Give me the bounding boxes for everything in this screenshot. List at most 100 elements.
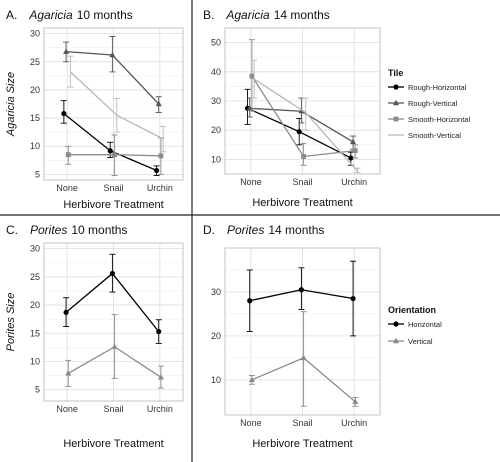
- data-point: [158, 153, 164, 159]
- data-point: [249, 73, 255, 79]
- data-point: [248, 376, 255, 383]
- legend-marker: [393, 99, 399, 106]
- data-point: [155, 100, 162, 107]
- legend: Orientation Horizontal Vertical: [388, 305, 442, 346]
- data-point: [350, 138, 357, 145]
- x-axis-title: Herbivore Treatment: [63, 438, 163, 450]
- y-tick-label: 50: [211, 38, 221, 48]
- data-point: [109, 51, 116, 58]
- x-tick-label: Urchin: [147, 404, 173, 414]
- y-tick-label: 20: [211, 125, 221, 135]
- panel-c: C. Porites 10 months 5 10 15 20 25 30 None Snail Ur…: [5, 223, 184, 450]
- panel-title-time: 10 months: [71, 223, 127, 237]
- data-point: [65, 152, 71, 158]
- data-point: [109, 270, 115, 277]
- data-point: [246, 105, 253, 111]
- data-point: [153, 167, 160, 174]
- panel-letter: D.: [203, 223, 215, 237]
- legend-label: Horizontal: [408, 320, 442, 329]
- panel-title: C. Porites 10 months: [6, 223, 127, 237]
- data-point: [107, 148, 113, 154]
- x-tick-label: Urchin: [341, 418, 367, 428]
- legend-label: Vertical: [408, 337, 433, 346]
- x-tick-label: Urchin: [341, 177, 367, 187]
- legend-label: Smooth-Vertical: [408, 131, 461, 140]
- data-point: [300, 354, 307, 361]
- panel-title-genus: Agaricia: [28, 8, 73, 22]
- x-tick-label: Snail: [103, 404, 123, 414]
- plot-frame: [224, 27, 381, 175]
- x-tick-label: None: [56, 404, 78, 414]
- data-point: [112, 152, 117, 158]
- legend-marker: [393, 321, 399, 327]
- panel-title-genus: Porites: [227, 223, 264, 237]
- x-axis-title: Herbivore Treatment: [63, 199, 163, 211]
- data-point: [352, 398, 359, 405]
- x-tick-label: Snail: [292, 177, 312, 187]
- data-point: [348, 155, 354, 161]
- data-point: [111, 343, 118, 350]
- legend-label: Smooth-Horizontal: [408, 115, 470, 124]
- data-point: [298, 108, 305, 114]
- legend-marker: [393, 337, 399, 344]
- panel-title-time: 14 months: [274, 8, 330, 22]
- y-tick-label: 30: [211, 287, 221, 297]
- y-tick-label: 5: [35, 385, 40, 395]
- y-tick-label: 30: [211, 96, 221, 106]
- y-tick-label: 30: [30, 29, 40, 39]
- data-point: [63, 309, 69, 316]
- data-point: [296, 129, 302, 135]
- data-point: [61, 110, 67, 117]
- y-tick-label: 15: [30, 328, 40, 338]
- x-tick-label: Snail: [292, 418, 312, 428]
- x-tick-label: None: [240, 418, 262, 428]
- y-tick-label: 10: [211, 154, 221, 164]
- panel-a: A. Agaricia 10 months 5 10 15 20 25 30 None Snail U…: [5, 8, 184, 211]
- y-tick-label: 20: [211, 331, 221, 341]
- y-tick-label: 15: [30, 113, 40, 123]
- data-point: [63, 48, 70, 54]
- data-point: [298, 287, 304, 293]
- panel-d: D. Porites 14 months 10 20 30 None Snail Urchin H…: [203, 223, 442, 450]
- data-point: [156, 328, 162, 335]
- x-tick-label: Snail: [103, 183, 123, 193]
- legend-label: Rough-Horizontal: [408, 83, 467, 92]
- y-tick-label: 10: [211, 375, 221, 385]
- panel-letter: C.: [6, 223, 18, 237]
- panel-letter: A.: [6, 8, 17, 22]
- panel-title: D. Porites 14 months: [203, 223, 324, 237]
- x-tick-label: None: [240, 177, 262, 187]
- data-point: [301, 154, 306, 159]
- y-tick-label: 30: [30, 244, 40, 254]
- y-tick-label: 5: [35, 169, 40, 179]
- plot-frame: [43, 27, 184, 181]
- x-axis-title: Herbivore Treatment: [252, 438, 352, 450]
- data-point: [352, 148, 358, 154]
- y-tick-label: 40: [211, 67, 221, 77]
- panel-title-genus: Agaricia: [225, 8, 270, 22]
- legend-marker: [393, 84, 399, 90]
- data-point: [350, 295, 356, 302]
- y-axis-title: Porites Size: [5, 293, 17, 352]
- panel-letter: B.: [203, 8, 214, 22]
- y-tick-label: 10: [30, 141, 40, 151]
- x-axis-title: Herbivore Treatment: [252, 197, 352, 209]
- x-tick-label: None: [56, 183, 78, 193]
- legend-label: Rough-Vertical: [408, 99, 458, 108]
- y-tick-label: 20: [30, 300, 40, 310]
- legend-title: Tile: [388, 68, 403, 78]
- panel-title-genus: Porites: [30, 223, 67, 237]
- panel-b: B. Agaricia 14 months 10 20 30 40 50 None Snail Ur…: [203, 8, 470, 209]
- plot-frame: [224, 247, 381, 416]
- y-tick-label: 25: [30, 272, 40, 282]
- panel-title: A. Agaricia 10 months: [6, 8, 133, 22]
- y-axis-title: Agaricia Size: [5, 72, 17, 137]
- legend-marker: [393, 116, 399, 122]
- plot-frame: [43, 242, 184, 402]
- y-tick-label: 10: [30, 357, 40, 367]
- panel-title-time: 14 months: [268, 223, 324, 237]
- data-point: [247, 298, 253, 304]
- legend: Tile Rough-Horizontal Rough-Vertical Smooth…: [388, 68, 470, 140]
- y-tick-label: 20: [30, 85, 40, 95]
